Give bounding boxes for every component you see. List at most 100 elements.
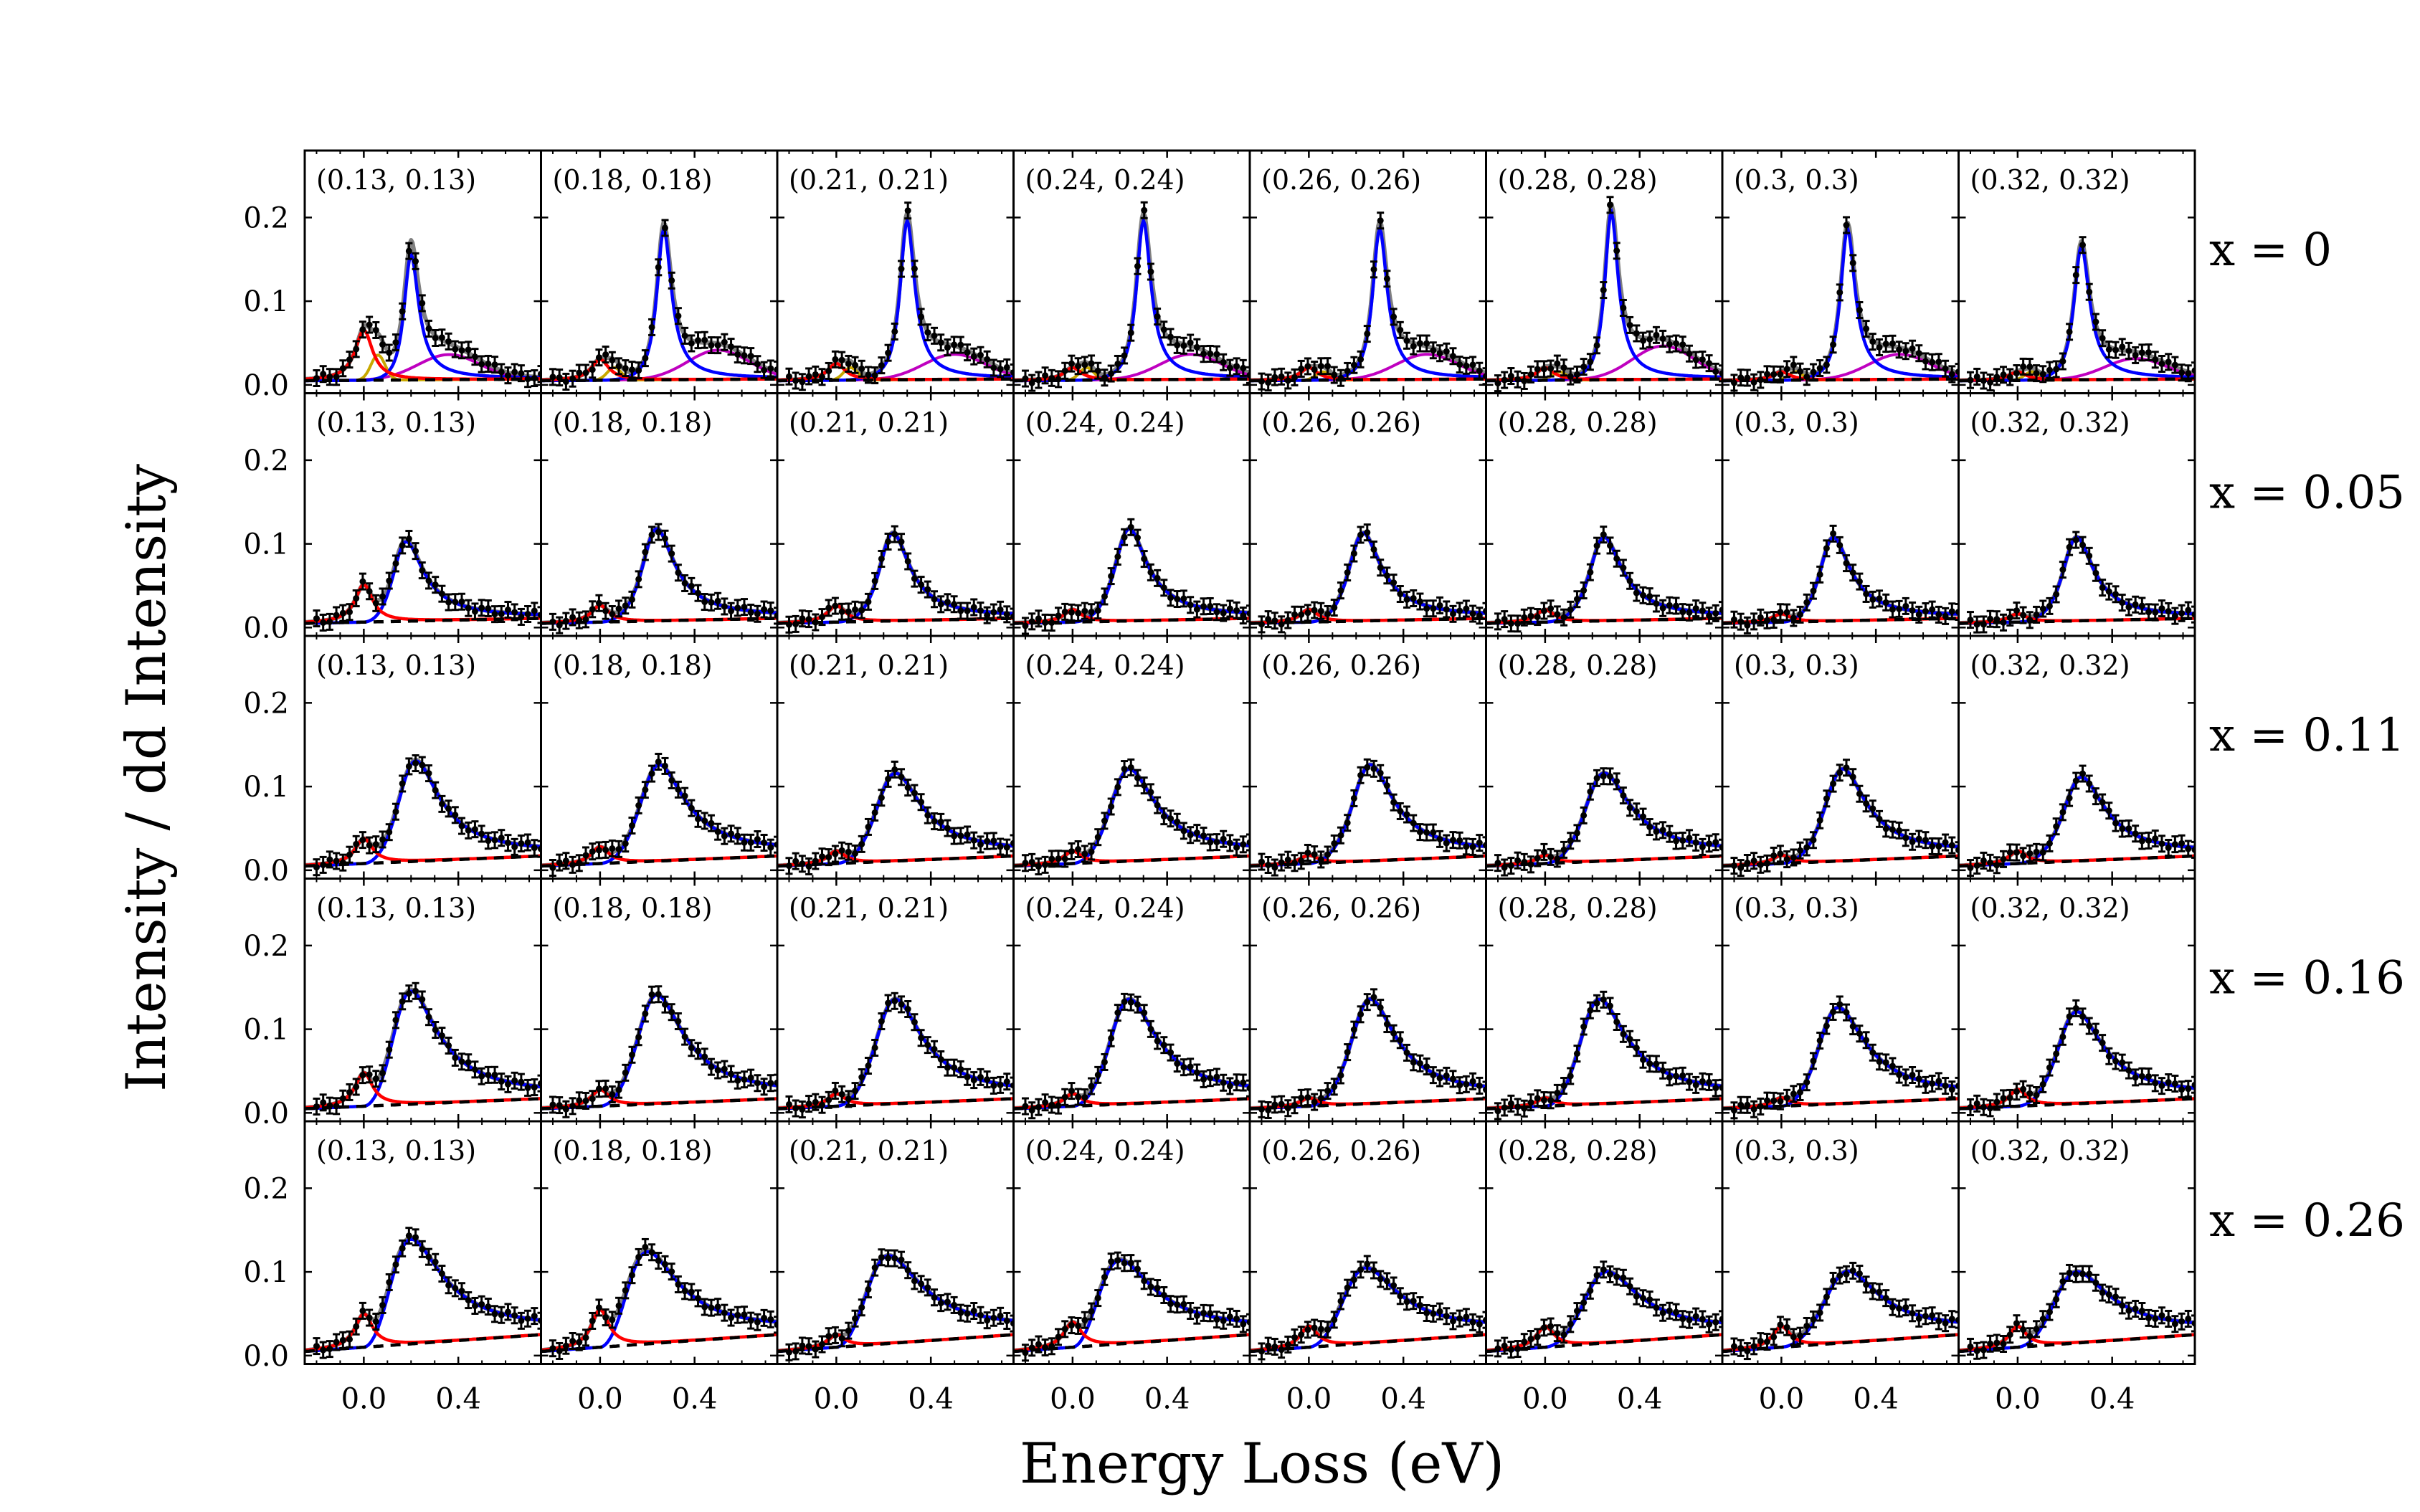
data-point bbox=[2020, 852, 2026, 859]
data-point bbox=[1443, 840, 1450, 847]
data-point bbox=[878, 556, 885, 562]
data-point bbox=[459, 347, 465, 353]
data-point bbox=[819, 374, 825, 380]
data-point bbox=[1574, 829, 1580, 836]
data-point bbox=[602, 1085, 609, 1092]
data-point bbox=[1942, 840, 1949, 846]
data-point bbox=[399, 308, 406, 315]
data-point bbox=[340, 1095, 346, 1102]
data-point bbox=[2178, 610, 2185, 617]
data-point bbox=[1916, 612, 1922, 618]
data-point bbox=[1048, 1102, 1055, 1108]
panel-title: (0.3, 0.3) bbox=[1734, 650, 1859, 681]
data-point bbox=[1430, 829, 1436, 836]
data-point bbox=[1370, 266, 1377, 272]
data-point bbox=[563, 379, 569, 385]
data-point bbox=[412, 258, 419, 265]
data-point bbox=[1410, 343, 1417, 350]
data-point bbox=[1141, 556, 1147, 562]
data-point bbox=[1751, 857, 1757, 864]
data-point bbox=[1699, 844, 1706, 850]
data-point bbox=[1949, 608, 1955, 614]
data-point bbox=[918, 313, 924, 320]
data-point bbox=[1574, 596, 1580, 602]
data-point bbox=[767, 365, 774, 371]
data-point bbox=[1154, 313, 1161, 320]
data-point bbox=[832, 851, 838, 857]
data-point bbox=[2020, 363, 2026, 370]
data-point bbox=[997, 1082, 1004, 1088]
data-point bbox=[1653, 828, 1659, 835]
data-point bbox=[1318, 363, 1324, 369]
data-point bbox=[2026, 363, 2033, 370]
data-point bbox=[1797, 369, 1803, 375]
data-point bbox=[2001, 371, 2007, 378]
data-point bbox=[1896, 606, 1902, 612]
data-point bbox=[1075, 1094, 1081, 1100]
data-point bbox=[1291, 612, 1298, 618]
data-point bbox=[1929, 359, 1935, 366]
data-point bbox=[498, 1078, 505, 1085]
data-point bbox=[655, 264, 662, 270]
panel: (0.18, 0.18) bbox=[541, 636, 782, 879]
data-point bbox=[1108, 371, 1114, 377]
data-point bbox=[386, 578, 392, 584]
panel: (0.18, 0.18) bbox=[541, 879, 782, 1122]
data-point bbox=[1233, 363, 1240, 369]
data-point bbox=[425, 325, 432, 332]
data-point bbox=[918, 581, 924, 588]
data-point bbox=[563, 618, 569, 624]
data-point bbox=[485, 361, 491, 367]
data-point bbox=[741, 352, 747, 358]
data-point bbox=[1220, 836, 1227, 842]
data-point bbox=[812, 1099, 819, 1106]
data-point bbox=[1397, 327, 1403, 333]
data-point bbox=[1377, 564, 1384, 571]
data-point bbox=[1974, 622, 1980, 628]
data-point bbox=[1554, 855, 1560, 862]
data-point bbox=[1004, 1078, 1010, 1085]
data-point bbox=[1081, 1094, 1088, 1100]
data-point bbox=[1633, 330, 1640, 336]
data-point bbox=[1547, 366, 1554, 372]
data-point bbox=[845, 1095, 852, 1102]
data-point bbox=[602, 847, 609, 853]
data-point bbox=[1042, 862, 1048, 868]
data-point bbox=[1174, 596, 1180, 602]
panel: (0.28, 0.28) bbox=[1486, 394, 1727, 637]
data-point bbox=[333, 1103, 340, 1109]
data-point bbox=[682, 580, 688, 586]
data-point bbox=[2059, 358, 2066, 365]
data-point bbox=[1141, 782, 1147, 789]
data-point bbox=[2046, 603, 2053, 609]
data-point bbox=[549, 865, 556, 871]
data-point bbox=[708, 342, 714, 348]
data-point bbox=[938, 819, 944, 825]
data-point bbox=[905, 784, 911, 791]
y-axis-label: Intensity / dd Intensity bbox=[114, 464, 178, 1092]
data-point bbox=[2053, 366, 2059, 372]
data-point bbox=[944, 344, 951, 351]
data-point bbox=[1744, 622, 1750, 629]
data-point bbox=[839, 1091, 845, 1098]
data-point bbox=[1450, 353, 1456, 359]
data-point bbox=[1817, 817, 1823, 824]
panel: (0.26, 0.26) bbox=[1250, 151, 1490, 394]
data-point bbox=[478, 1073, 485, 1080]
y-tick-label: 0.0 bbox=[243, 612, 289, 645]
data-point bbox=[635, 576, 642, 582]
data-point bbox=[951, 1065, 957, 1071]
data-point bbox=[1757, 862, 1764, 868]
data-point bbox=[1377, 770, 1384, 776]
data-point bbox=[518, 614, 524, 620]
data-point bbox=[984, 838, 990, 845]
data-point bbox=[576, 617, 582, 624]
data-point bbox=[1081, 361, 1088, 368]
data-point bbox=[1797, 612, 1803, 618]
data-point bbox=[2139, 349, 2145, 356]
data-point bbox=[1620, 792, 1626, 799]
data-point bbox=[569, 376, 576, 382]
data-point bbox=[1233, 607, 1240, 614]
data-point bbox=[439, 1032, 445, 1039]
data-point bbox=[459, 599, 465, 605]
